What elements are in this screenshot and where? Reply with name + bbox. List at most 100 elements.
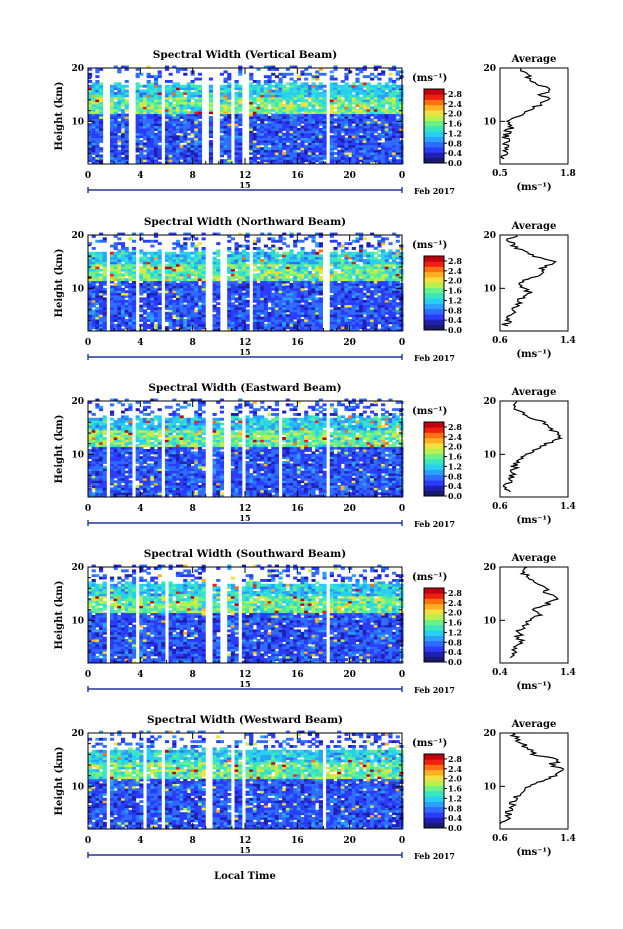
heatmap-cell bbox=[348, 261, 352, 264]
heatmap-cell bbox=[99, 269, 103, 272]
heatmap-cell bbox=[385, 109, 389, 112]
heatmap-cell bbox=[348, 242, 352, 245]
colorbar-tick-label: 0.0 bbox=[448, 158, 462, 168]
heatmap-cell bbox=[264, 123, 268, 126]
colorbar-swatch bbox=[424, 137, 444, 143]
heatmap-cell bbox=[209, 78, 213, 81]
heatmap-cell bbox=[194, 99, 198, 102]
heatmap-cell bbox=[399, 70, 403, 73]
heatmap-cell bbox=[121, 242, 125, 245]
heatmap-cell bbox=[88, 80, 92, 83]
heatmap-cell bbox=[363, 237, 367, 240]
heatmap-cell bbox=[286, 252, 290, 255]
heatmap-cell bbox=[121, 130, 125, 133]
heatmap-cell bbox=[355, 252, 359, 255]
heatmap-cell bbox=[363, 259, 367, 262]
heatmap-cell bbox=[198, 305, 202, 308]
heatmap-cell bbox=[359, 97, 363, 100]
heatmap-cell bbox=[300, 82, 304, 85]
heatmap-cell bbox=[99, 82, 103, 85]
heatmap-cell bbox=[319, 82, 323, 85]
heatmap-cell bbox=[88, 242, 92, 245]
heatmap-cell bbox=[198, 121, 202, 124]
heatmap-cell bbox=[183, 237, 187, 240]
heatmap-cell bbox=[260, 85, 264, 88]
heatmap-cell bbox=[154, 133, 158, 136]
heatmap-cell bbox=[209, 85, 213, 88]
heatmap-cell bbox=[311, 273, 315, 276]
heatmap-cell bbox=[169, 73, 173, 76]
heatmap-cell bbox=[99, 273, 103, 276]
heatmap-cell bbox=[260, 147, 264, 150]
heatmap-cell bbox=[385, 317, 389, 320]
heatmap-cell bbox=[271, 293, 275, 296]
heatmap-cell bbox=[355, 109, 359, 112]
heatmap-cell bbox=[103, 252, 107, 255]
heatmap-cell bbox=[337, 283, 341, 286]
panel-title: Spectral Width (Northward Beam) bbox=[144, 216, 346, 228]
heatmap-cell bbox=[286, 145, 290, 148]
average-title: Average bbox=[511, 54, 557, 65]
heatmap-cell bbox=[278, 78, 282, 81]
heatmap-cell bbox=[143, 309, 147, 312]
heatmap-cell bbox=[319, 128, 323, 131]
colorbar-swatch bbox=[424, 89, 444, 95]
heatmap-cell bbox=[264, 80, 268, 83]
heatmap-cell bbox=[198, 242, 202, 245]
heatmap-cell bbox=[165, 326, 169, 329]
heatmap-cell bbox=[143, 150, 147, 153]
heatmap-cell bbox=[246, 245, 250, 248]
heatmap-cell bbox=[370, 118, 374, 121]
heatmap-cell bbox=[315, 154, 319, 157]
heatmap-cell bbox=[117, 150, 121, 153]
heatmap-cell bbox=[198, 73, 202, 76]
heatmap-cell bbox=[304, 252, 308, 255]
heatmap-cell bbox=[194, 78, 198, 81]
heatmap-cell bbox=[114, 242, 118, 245]
colorbar-swatch bbox=[424, 110, 444, 116]
heatmap-cell bbox=[377, 73, 381, 76]
heatmap-cell bbox=[377, 150, 381, 153]
heatmap-cell bbox=[92, 252, 96, 255]
heatmap-cell bbox=[136, 73, 140, 76]
heatmap-cell bbox=[268, 237, 272, 240]
heatmap-cell bbox=[308, 102, 312, 105]
heatmap-cell bbox=[253, 240, 257, 243]
heatmap-cell bbox=[231, 252, 235, 255]
heatmap-cell bbox=[257, 157, 261, 160]
heatmap-cell bbox=[246, 309, 250, 312]
heatmap-cell bbox=[315, 70, 319, 73]
heatmap-cell bbox=[333, 271, 337, 274]
heatmap-cell bbox=[110, 85, 114, 88]
heatmap-cell bbox=[344, 73, 348, 76]
heatmap-cell bbox=[271, 73, 275, 76]
heatmap-cell bbox=[249, 73, 253, 76]
heatmap-cell bbox=[275, 82, 279, 85]
heatmap-cell bbox=[117, 121, 121, 124]
heatmap-cell bbox=[191, 278, 195, 281]
heatmap-cell bbox=[235, 305, 239, 308]
heatmap-cell bbox=[220, 73, 224, 76]
heatmap-cell bbox=[388, 73, 392, 76]
heatmap-cells bbox=[88, 66, 404, 165]
heatmap-cell bbox=[381, 142, 385, 145]
colorbar-swatch bbox=[424, 142, 444, 148]
heatmap-cell bbox=[260, 317, 264, 320]
heatmap-cell bbox=[88, 73, 92, 76]
heatmap-cell bbox=[289, 73, 293, 76]
heatmap-cell bbox=[341, 245, 345, 248]
heatmap-cell bbox=[249, 82, 253, 85]
heatmap-cell bbox=[231, 302, 235, 305]
heatmap-cell bbox=[194, 237, 198, 240]
heatmap-cell bbox=[359, 135, 363, 138]
colorbar-swatch bbox=[424, 105, 444, 111]
heatmap-cell bbox=[289, 278, 293, 281]
heatmap-cell bbox=[220, 118, 224, 121]
heatmap-cell bbox=[154, 240, 158, 243]
heatmap-cell bbox=[268, 75, 272, 78]
heatmap-cell bbox=[322, 90, 326, 93]
heatmap-cell bbox=[370, 73, 374, 76]
heatmap-cell bbox=[198, 252, 202, 255]
heatmap-cell bbox=[246, 240, 250, 243]
heatmap-cell bbox=[249, 157, 253, 160]
